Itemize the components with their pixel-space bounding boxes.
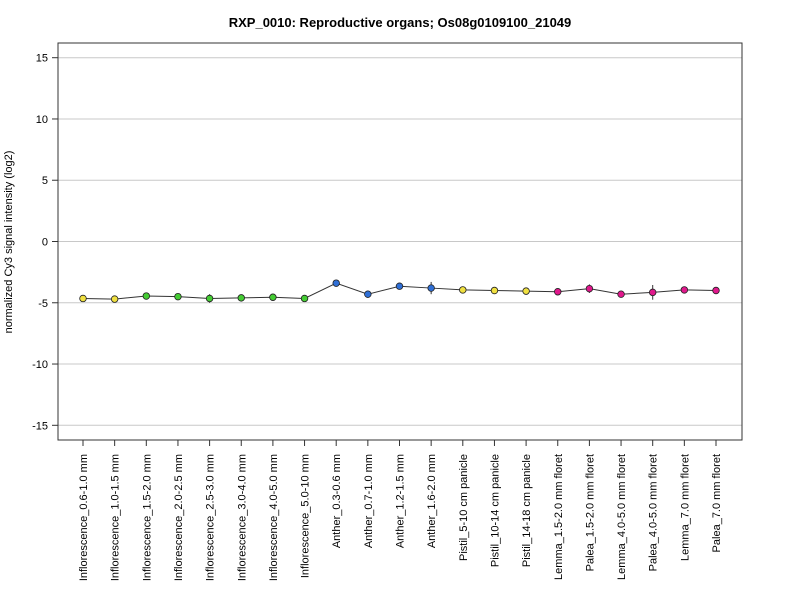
data-point — [110, 295, 119, 303]
plot-frame — [57, 42, 743, 441]
x-tick-label: Inflorescence_1.5-2.0 mm — [141, 454, 153, 581]
data-point — [680, 286, 689, 294]
data-point — [79, 294, 87, 303]
data-point — [142, 292, 150, 300]
x-tick-label: Pistil_10-14 cm panicle — [489, 454, 501, 567]
data-point — [332, 279, 340, 287]
plot-area — [79, 279, 720, 303]
data-point — [712, 286, 720, 295]
data-point — [459, 286, 467, 294]
chart-title: RXP_0010: Reproductive organs; Os08g0109… — [229, 15, 572, 30]
x-tick-label: Pistil_5-10 cm panicle — [458, 454, 470, 561]
x-tick-label: Pistil_14-18 cm panicle — [521, 454, 533, 567]
y-tick-label: 0 — [42, 237, 48, 249]
y-tick-label: -15 — [32, 420, 48, 432]
y-axis: 15 10 5 0 -5 -10 -15 — [32, 53, 58, 432]
x-tick-label: Inflorescence_4.0-5.0 mm — [268, 454, 280, 581]
x-tick-label: Anther_1.6-2.0 mm — [426, 454, 438, 548]
x-tick-label: Anther_1.2-1.5 mm — [395, 454, 407, 548]
data-point — [237, 294, 245, 302]
x-tick-label: Lemma_7.0 mm floret — [679, 454, 691, 561]
data-point — [174, 292, 182, 301]
y-tick-label: -5 — [38, 298, 48, 310]
data-point — [269, 293, 277, 301]
x-tick-label: Inflorescence_3.0-4.0 mm — [236, 454, 248, 581]
x-tick-label: Inflorescence_2.5-3.0 mm — [205, 454, 217, 581]
data-point — [649, 288, 657, 297]
data-point — [395, 282, 404, 290]
grid-lines — [58, 57, 742, 426]
y-tick-label: -10 — [32, 359, 48, 371]
x-tick-label: Lemma_4.0-5.0 mm floret — [616, 454, 628, 580]
x-tick-label: Palea_7.0 mm floret — [711, 454, 723, 552]
data-point — [427, 284, 435, 292]
x-tick-label: Inflorescence_1.0-1.5 mm — [110, 454, 122, 581]
data-point — [617, 290, 625, 298]
y-tick-label: 15 — [36, 53, 48, 65]
data-point — [205, 294, 214, 303]
x-tick-label: Inflorescence_5.0-10 mm — [300, 454, 312, 578]
y-tick-label: 10 — [36, 114, 48, 126]
x-tick-label: Lemma_1.5-2.0 mm floret — [553, 454, 565, 580]
x-tick-label: Anther_0.3-0.6 mm — [331, 454, 343, 548]
y-tick-label: 5 — [42, 175, 48, 187]
data-point — [364, 290, 372, 298]
data-point — [585, 284, 594, 293]
data-point — [490, 286, 499, 295]
data-point — [300, 294, 309, 303]
x-tick-label: Palea_1.5-2.0 mm floret — [584, 454, 596, 571]
x-axis: Inflorescence_0.6-1.0 mm Inflorescence_1.… — [78, 440, 723, 581]
x-tick-label: Inflorescence_0.6-1.0 mm — [78, 454, 90, 581]
x-tick-label: Palea_4.0-5.0 mm floret — [648, 454, 660, 571]
x-tick-label: Inflorescence_2.0-2.5 mm — [173, 454, 185, 581]
x-tick-label: Anther_0.7-1.0 mm — [363, 454, 375, 548]
y-axis-label: normalized Cy3 signal intensity (log2) — [3, 151, 15, 334]
data-point — [554, 288, 562, 296]
data-point — [522, 287, 530, 295]
